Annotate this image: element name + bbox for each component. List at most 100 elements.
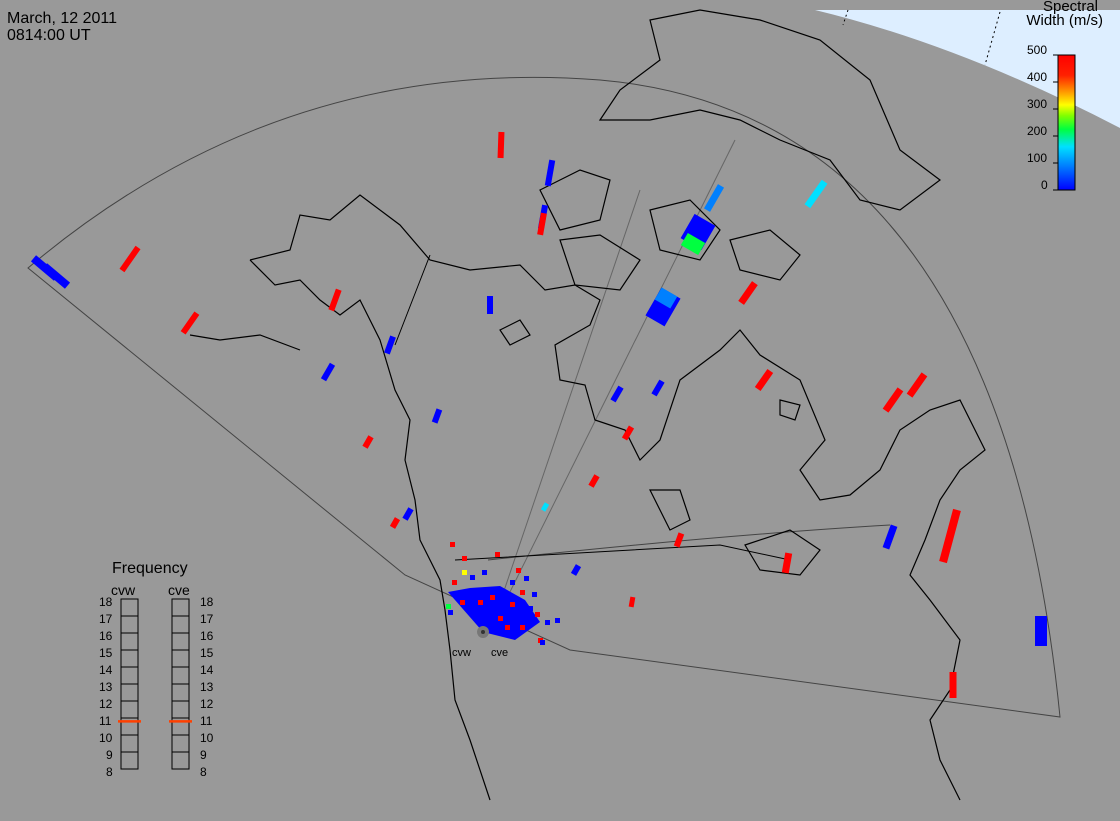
near-range-echoes [448,586,540,640]
echo-cell [328,288,342,312]
beam-boundary [489,189,641,633]
echo-cell [540,502,550,512]
echo-cell [402,507,414,521]
echo-cell [516,568,521,573]
terminator-region [815,10,1120,128]
echo-cell [621,425,635,441]
echo-cell [949,672,957,698]
echo-cell [510,580,515,585]
echo-cell [524,576,529,581]
echo-cell [362,435,374,449]
echo-cell [528,606,533,611]
echo-cell [882,524,898,550]
frequency-tick-right: 15 [200,646,214,660]
frequency-radar-cve: cve [168,582,190,598]
echo-cell [804,179,828,209]
frequency-tick-left: 11 [99,714,112,728]
echo-cell [738,281,758,305]
echo-cell [490,595,495,600]
frequency-tick-left: 13 [99,680,113,694]
colorbar-tick: 200 [1027,124,1048,138]
echo-cell [320,362,336,382]
echo-cell [41,263,71,289]
echo-cell [906,372,928,398]
frequency-tick-left: 8 [106,765,113,779]
echo-cell [431,408,443,424]
echo-cell [544,159,556,187]
echo-cell [555,618,560,623]
echo-cell [882,387,904,413]
echo-cell [446,604,451,609]
frequency-tick-right: 16 [200,629,214,643]
frequency-tick-right: 13 [200,680,214,694]
colorbar-gradient [1057,54,1076,191]
terminator-line [984,11,1001,66]
echo-cell [450,542,455,547]
echo-cell [570,564,582,576]
site-label-cvw: cvw [452,647,471,659]
echo-cell [462,556,467,561]
echo-cell [588,474,600,488]
frequency-tick-left: 15 [99,646,113,660]
radar-echoes [30,131,1047,698]
fov-boundary [27,76,1061,718]
echo-cell [673,532,685,548]
colorbar-tick: 100 [1027,151,1048,165]
frequency-tick-left: 12 [99,697,113,711]
colorbar-tick: 500 [1027,43,1048,57]
frequency-tick-left: 14 [99,663,113,677]
colorbar-units: Width (m/s) [1026,12,1103,29]
echo-cell [389,517,401,529]
frequency-tick-right: 8 [200,765,207,779]
echo-cell [180,311,200,335]
echo-cell [680,232,706,256]
frequency-tick-right: 10 [200,731,214,745]
echo-cell [505,625,510,630]
echo-cell [610,385,624,403]
boundaries [394,254,791,561]
echo-cell [651,379,665,397]
frequency-tick-right: 18 [200,595,214,609]
echo-cell [545,620,550,625]
echo-cell [754,368,774,392]
colorbar-tick: 400 [1027,70,1048,84]
frequency-tick-left: 18 [99,595,113,609]
echo-cell [460,600,465,605]
colorbar [1053,54,1076,191]
lat-circle [487,524,891,561]
echo-cell [462,570,467,575]
echo-cell [487,296,493,314]
echo-cell [535,612,540,617]
frequency-radar-cvw: cvw [111,582,136,598]
echo-cell [119,245,141,273]
echo-cell [532,592,537,597]
radar-site-cvw [481,630,485,634]
echo-cell [540,640,545,645]
echo-cell [448,610,453,615]
frequency-tick-right: 11 [200,714,213,728]
echo-cell [654,287,678,309]
colorbar-tick: 0 [1041,178,1048,192]
echo-cell [520,625,525,630]
time-label: 0814:00 UT [7,27,91,44]
echo-cell [1035,616,1047,646]
frequency-title: Frequency [112,560,188,577]
echo-cell [628,596,636,608]
echo-cell [520,590,525,595]
site-label-cve: cve [491,647,509,659]
beam-boundary [489,139,736,633]
echo-cell [500,598,505,603]
echo-cell [478,600,483,605]
echo-cell [510,602,515,607]
frequency-tick-right: 17 [200,612,214,626]
echo-cell [384,335,396,355]
echo-cell [537,212,547,236]
echo-cell [482,570,487,575]
coastlines [189,9,986,801]
frequency-tick-left: 10 [99,731,113,745]
date-label: March, 12 2011 [7,10,117,27]
frequency-panel [118,598,192,770]
echo-cell [939,508,961,564]
